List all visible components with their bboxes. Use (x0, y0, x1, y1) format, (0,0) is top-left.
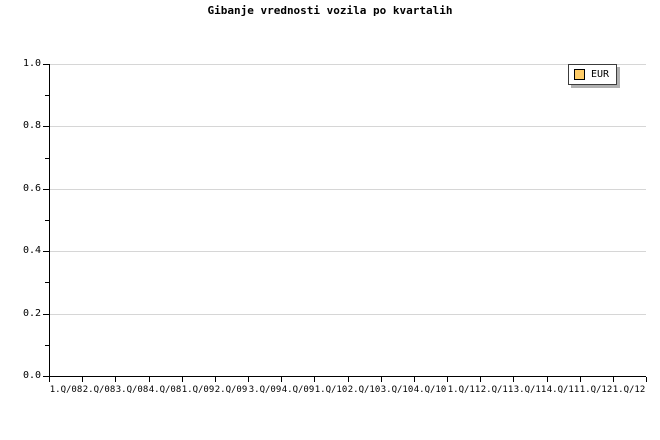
x-axis-tick-label: 4.Q/08 (148, 385, 182, 395)
x-axis-tick-label: 2.Q/11 (480, 385, 514, 395)
x-axis-tick-label: 4.Q/11 (546, 385, 580, 395)
y-axis-labels: 0.0 0.2 0.4 0.6 0.8 1.0 (0, 0, 41, 440)
y-axis-tick-label: 1.0 (22, 58, 41, 69)
x-axis-tick (149, 377, 150, 382)
x-axis-tick-label: 1.Q/09 (181, 385, 215, 395)
x-axis-tick (381, 377, 382, 382)
x-axis-tick (314, 377, 315, 382)
x-axis-tick (480, 377, 481, 382)
x-axis-tick (348, 377, 349, 382)
x-axis-tick (646, 377, 647, 382)
x-axis-tick-label: 1.Q/11 (447, 385, 481, 395)
x-axis-tick-label: 2.Q/10 (347, 385, 381, 395)
y-axis-tick-minor (45, 344, 49, 346)
x-axis-tick-label: 2.Q/09 (214, 385, 248, 395)
y-axis-tick-major (43, 313, 49, 315)
x-axis-tick (82, 377, 83, 382)
chart-title: Gibanje vrednosti vozila po kvartalih (207, 4, 453, 17)
y-axis-tick-major (43, 64, 49, 65)
gridline-horizontal (49, 188, 646, 190)
x-axis-tick-label: 3.Q/08 (115, 385, 149, 395)
y-axis-tick-minor (45, 95, 49, 97)
plot-area (49, 64, 646, 376)
x-axis-tick-label: 4.Q/10 (413, 385, 447, 395)
legend-label-eur: EUR (591, 69, 610, 80)
y-axis-tick-major (43, 251, 49, 253)
x-axis-tick (513, 377, 514, 382)
y-axis-tick-minor (45, 282, 49, 284)
x-axis-tick-label: 3.Q/11 (513, 385, 547, 395)
y-axis-tick-label: 0.4 (22, 245, 41, 257)
x-axis-tick-label: 1.Q/08 (49, 385, 83, 395)
x-axis-tick (613, 377, 614, 382)
y-axis-tick-label: 0.2 (22, 307, 41, 319)
x-axis-tick (248, 377, 249, 382)
x-axis-tick (547, 377, 548, 382)
legend-swatch-eur-icon (574, 69, 585, 80)
x-axis-tick-label: 1.Q/12 (579, 385, 613, 395)
x-axis-tick (580, 377, 581, 382)
y-axis-tick-label: 0.8 (22, 120, 41, 132)
gridline-horizontal (49, 64, 646, 65)
y-axis-tick-label: 0.0 (22, 370, 41, 381)
x-axis-tick (115, 377, 116, 382)
y-axis-tick-minor (45, 220, 49, 221)
y-axis-tick-major (43, 188, 49, 190)
x-axis-tick-label: 1.Q/10 (314, 385, 348, 395)
x-axis-tick (281, 377, 282, 382)
x-axis-tick (414, 377, 415, 382)
x-axis-tick (447, 377, 448, 382)
x-axis-line (49, 376, 646, 377)
x-axis-tick (182, 377, 183, 382)
x-axis-tick (49, 377, 50, 382)
y-axis-tick-major (43, 126, 49, 128)
x-axis-tick-label: 3.Q/10 (380, 385, 414, 395)
y-axis-line (49, 64, 50, 377)
x-axis-tick-label: 4.Q/09 (281, 385, 315, 395)
x-axis-tick-label: 2.Q/08 (82, 385, 116, 395)
x-axis-tick-label: 1.Q/12 (612, 385, 646, 395)
x-axis-tick (215, 377, 216, 382)
gridline-horizontal (49, 126, 646, 128)
gridline-horizontal (49, 313, 646, 315)
y-axis-tick-label: 0.6 (22, 182, 41, 194)
chart-legend[interactable]: EUR (568, 64, 618, 85)
y-axis-tick-minor (45, 157, 49, 159)
y-axis-tick-major (43, 376, 49, 377)
x-axis-tick-label: 3.Q/09 (248, 385, 282, 395)
gridline-horizontal (49, 251, 646, 253)
